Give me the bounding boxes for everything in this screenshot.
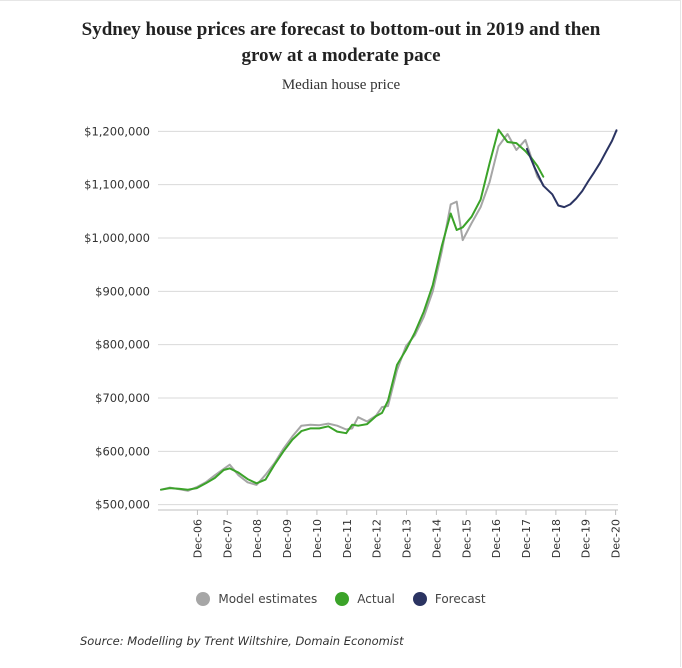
- x-tick-label: Dec-12: [371, 519, 384, 558]
- x-tick-label: Dec-17: [520, 519, 533, 558]
- y-tick-label: $500,000: [95, 498, 150, 512]
- x-tick-label: Dec-09: [281, 519, 294, 558]
- legend-item-model-estimates[interactable]: Model estimates: [196, 592, 317, 606]
- line-chart: $500,000 $600,000 $700,000 $800,000 $900,000…: [84, 124, 623, 558]
- x-tick-label: Dec-16: [490, 519, 503, 558]
- legend-label-forecast: Forecast: [434, 592, 486, 606]
- legend-swatch-forecast: [412, 592, 427, 606]
- y-tick-label: $1,000,000: [84, 231, 150, 245]
- chart-title-line1: Sydney house prices are forecast to bott…: [81, 19, 601, 40]
- x-tick-label: Dec-13: [401, 519, 414, 558]
- legend-label-model-estimates: Model estimates: [218, 592, 318, 606]
- series-lines: [160, 128, 618, 492]
- x-tick-label: Dec-07: [221, 519, 234, 558]
- chart-title-line2: grow at a moderate pace: [241, 45, 441, 66]
- legend-item-forecast[interactable]: Forecast: [412, 592, 486, 606]
- series-line-forecast: [525, 129, 618, 209]
- x-tick-label: Dec-20: [610, 519, 623, 558]
- y-tick-label: $800,000: [95, 338, 150, 352]
- y-tick-label: $1,100,000: [84, 178, 150, 192]
- x-tick-label: Dec-06: [191, 519, 204, 558]
- y-tick-label: $1,200,000: [84, 124, 150, 138]
- x-tick-label: Dec-14: [430, 519, 443, 558]
- x-axis: Dec-06 Dec-07 Dec-08 Dec-09 Dec-10 Dec-11 Dec-…: [158, 509, 623, 558]
- legend-swatch-model-estimates: [196, 592, 211, 606]
- x-tick-label: Dec-08: [251, 519, 264, 558]
- x-tick-label: Dec-11: [341, 519, 354, 558]
- legend-swatch-actual: [335, 592, 350, 606]
- x-tick-label: Dec-15: [460, 519, 473, 558]
- source-note: Source: Modelling by Trent Wiltshire, Do…: [80, 634, 404, 648]
- chart-subtitle: Median house price: [281, 77, 401, 93]
- y-tick-label: $700,000: [95, 391, 150, 405]
- legend-label-actual: Actual: [357, 592, 395, 606]
- legend: Model estimates Actual Forecast: [0, 592, 682, 606]
- y-tick-label: $900,000: [95, 284, 150, 298]
- legend-item-actual[interactable]: Actual: [335, 592, 395, 606]
- x-tick-label: Dec-19: [580, 519, 593, 558]
- series-line-actual: [160, 128, 545, 491]
- series-line-model-estimates: [160, 133, 545, 492]
- x-tick-label: Dec-18: [550, 519, 563, 558]
- gridlines: [158, 130, 618, 506]
- y-tick-label: $600,000: [95, 444, 150, 458]
- y-axis: $500,000 $600,000 $700,000 $800,000 $900,000…: [84, 124, 150, 511]
- x-tick-label: Dec-10: [311, 519, 324, 558]
